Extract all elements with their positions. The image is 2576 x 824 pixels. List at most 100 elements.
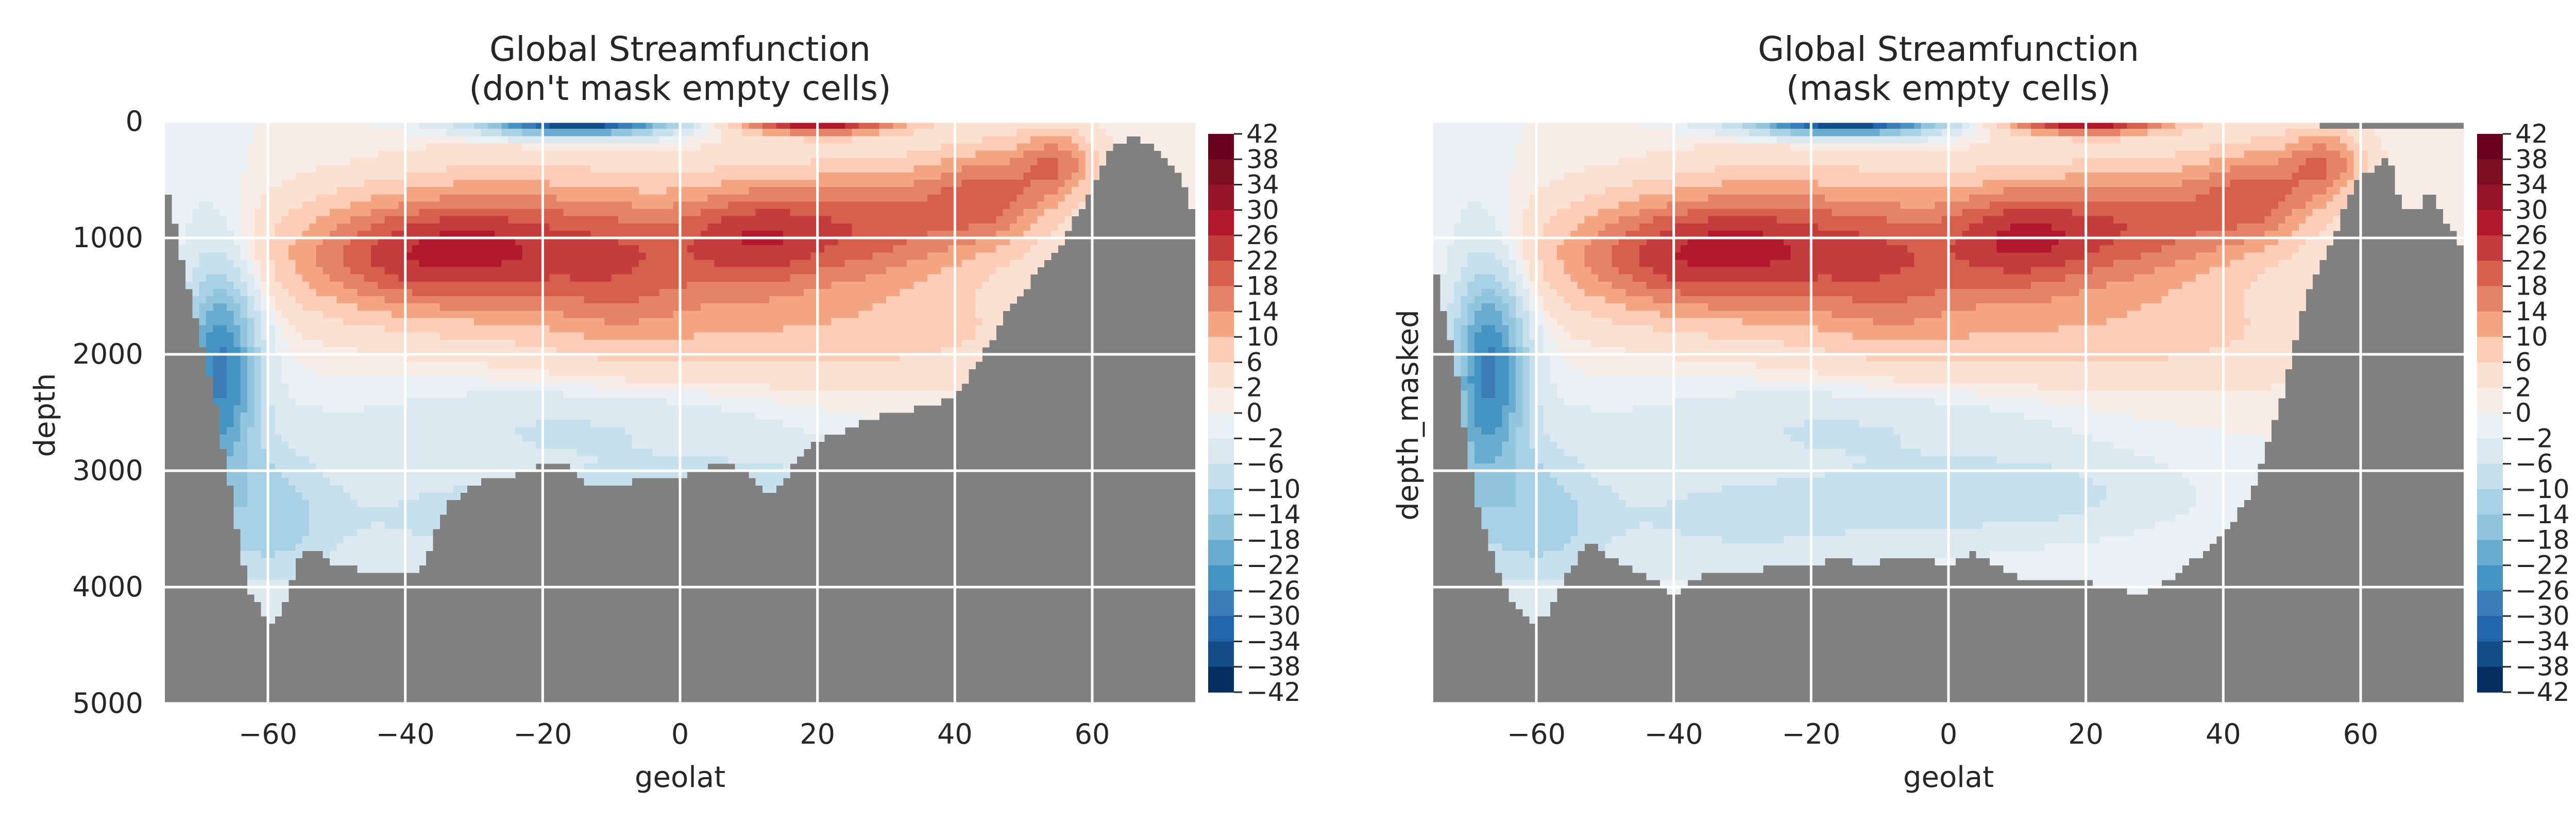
colorbar-band [1208,616,1234,642]
colorbar-band [1208,387,1234,414]
colorbar-band [2477,184,2503,211]
chart-panel-2: Global Streamfunction(mask empty cells) −… [1392,29,2570,794]
colorbar-band [1208,184,1234,211]
colorbar-label: −38 [2515,652,2570,682]
colorbar-band [2477,616,2503,642]
colorbar-label: −22 [2515,551,2570,580]
x-tick-label: −40 [1645,718,1703,750]
y-tick-label: 4000 [73,571,143,603]
colorbar: 423834302622181410620−2−6−10−14−18−22−26… [1208,119,1301,707]
colorbar-band [2477,261,2503,287]
x-tick-label: −60 [239,718,297,750]
x-tick-label: 20 [2068,718,2104,750]
colorbar-label: −34 [2515,626,2570,656]
chart-panel-1: Global Streamfunction(don't mask empty c… [28,29,1301,794]
colorbar-band [2477,413,2503,439]
colorbar-label: 2 [2515,373,2532,403]
colorbar-label: 38 [2515,144,2548,174]
y-tick-label: 1000 [73,221,143,254]
colorbar-label: 30 [1246,195,1279,225]
x-tick-label: −60 [1507,718,1566,750]
colorbar-band [1208,210,1234,236]
colorbar-band [1208,565,1234,591]
colorbar-label: 18 [2515,271,2548,301]
x-tick-label: 60 [2343,718,2379,750]
x-tick-label: 0 [671,718,689,750]
colorbar-label: −14 [2515,500,2570,529]
colorbar-band [2477,387,2503,414]
y-tick-label: 3000 [73,454,143,487]
colorbar-label: 42 [1246,119,1279,149]
y-axis-label: depth [28,373,62,457]
colorbar-label: −18 [1246,525,1301,555]
colorbar-band [1208,464,1234,490]
colorbar-band [1208,489,1234,515]
colorbar-label: −10 [2515,474,2570,504]
colorbar-label: −38 [1246,652,1301,682]
colorbar-label: −10 [1246,474,1301,504]
colorbar-label: −14 [1246,500,1301,529]
colorbar-label: 10 [1246,322,1279,352]
y-tick-label: 0 [126,105,143,138]
colorbar-band [2477,235,2503,262]
colorbar-label: 34 [2515,170,2548,200]
colorbar-band [2477,565,2503,591]
colorbar-band [1208,540,1234,566]
colorbar-band [2477,210,2503,236]
colorbar-band [2477,641,2503,667]
x-axis-label: geolat [1903,761,1994,794]
colorbar-label: 34 [1246,170,1279,200]
contour-field [1433,122,2464,624]
colorbar-label: 42 [2515,119,2548,149]
colorbar-band [2477,134,2503,160]
chart-title: Global Streamfunction [1758,29,2139,69]
colorbar-band [2477,464,2503,490]
contour-field [165,122,1196,624]
chart-subtitle: (mask empty cells) [1786,68,2111,108]
colorbar-label: −34 [1246,626,1301,656]
colorbar-label: −42 [2515,677,2570,707]
colorbar-band [1208,362,1234,388]
colorbar-label: −22 [1246,551,1301,580]
colorbar-label: 22 [1246,246,1279,276]
colorbar-label: 0 [1246,398,1263,428]
colorbar-band [1208,641,1234,667]
chart-title: Global Streamfunction [489,29,871,69]
colorbar-band [2477,286,2503,312]
colorbar-label: 10 [2515,322,2548,352]
x-tick-label: −20 [513,718,572,750]
colorbar-label: −26 [1246,576,1301,606]
colorbar-label: 26 [2515,220,2548,250]
colorbar-label: 30 [2515,195,2548,225]
colorbar-band [2477,311,2503,337]
colorbar-label: 2 [1246,373,1263,403]
colorbar-label: 38 [1246,144,1279,174]
colorbar-label: 6 [2515,347,2532,377]
colorbar-label: 6 [1246,347,1263,377]
colorbar-label: −6 [2515,449,2553,479]
colorbar-label: 22 [2515,246,2548,276]
colorbar-band [2477,514,2503,541]
colorbar-band [1208,235,1234,262]
colorbar-label: 18 [1246,271,1279,301]
y-tick-label: 2000 [73,338,143,370]
colorbar-band [1208,413,1234,439]
colorbar-band [2477,540,2503,566]
colorbar-label: 26 [1246,220,1279,250]
colorbar-band [1208,159,1234,185]
colorbar-band [2477,666,2503,693]
colorbar-band [1208,261,1234,287]
colorbar-label: −2 [2515,423,2553,453]
colorbar-band [2477,590,2503,616]
x-tick-label: −20 [1782,718,1840,750]
colorbar-band [2477,438,2503,465]
colorbar-label: 14 [2515,297,2548,327]
colorbar-band [1208,286,1234,312]
y-axis-label: depth_masked [1392,310,1425,520]
x-tick-label: 0 [1940,718,1957,750]
x-tick-label: 60 [1075,718,1110,750]
colorbar-band [1208,666,1234,693]
x-tick-label: 20 [800,718,835,750]
colorbar-band [1208,438,1234,465]
